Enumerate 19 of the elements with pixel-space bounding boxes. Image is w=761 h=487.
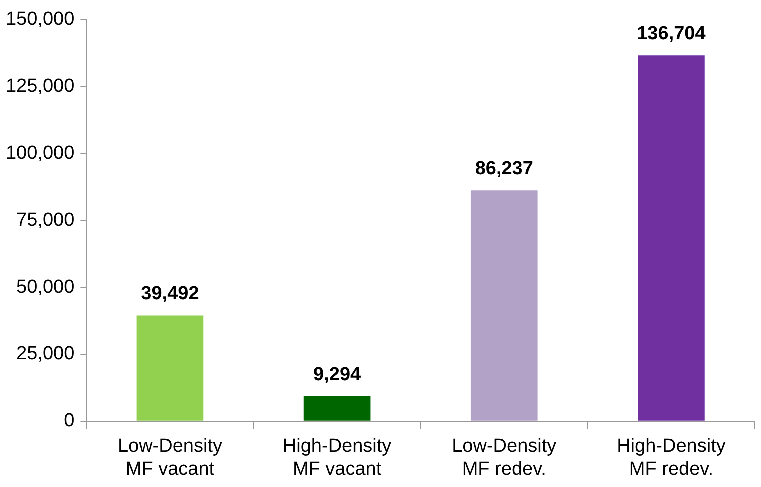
x-tick-label: Low-Density MF redev.	[452, 436, 558, 480]
data-label: 9,294	[314, 364, 362, 386]
bar	[304, 396, 371, 421]
bar	[136, 316, 204, 421]
y-tick-label: 25,000	[16, 344, 75, 365]
y-tick-label: 150,000	[6, 9, 75, 30]
y-tick-label: 125,000	[6, 76, 75, 98]
y-tick-label: 50,000	[16, 276, 75, 298]
y-tick-label: 0	[64, 410, 75, 432]
bar	[470, 190, 538, 421]
data-label: 86,237	[475, 158, 534, 180]
x-tick-label: High-Density MF redev.	[617, 436, 726, 480]
data-label: 136,704	[637, 23, 706, 44]
x-tick-label: High-Density MF vacant	[282, 436, 392, 480]
x-tick-label: Low-Density MF vacant	[118, 436, 223, 480]
y-tick-label: 100,000	[6, 143, 75, 164]
bar	[638, 56, 705, 421]
data-label: 39,492	[141, 283, 200, 304]
y-tick-label: 75,000	[16, 210, 75, 231]
